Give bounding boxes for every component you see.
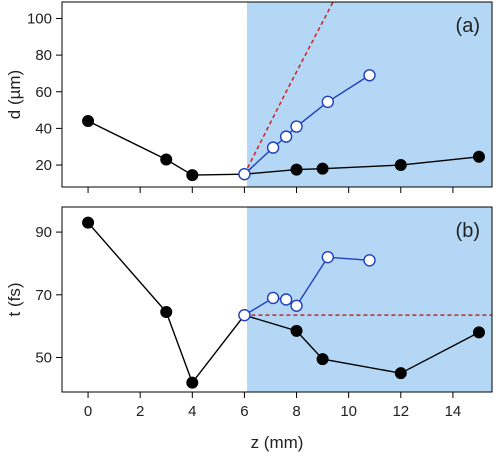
series-2-point-5 (321, 95, 335, 109)
y-axis-title: d (µm) (5, 70, 24, 119)
series-1-point-3 (186, 169, 199, 182)
series-1-point-2 (160, 153, 173, 166)
series-1-point-5 (290, 324, 303, 337)
series-2-point-2 (266, 291, 280, 305)
plot-frame (61, 206, 493, 393)
panel-label: (b) (456, 220, 480, 242)
series-1-point-8 (472, 326, 485, 339)
panel-2: 0 2 4 6 8 10 12 14 50 70 90 t (fs) (b) z (mm) (5, 206, 493, 452)
series-2-point-1 (238, 167, 251, 181)
series-1-point-1 (82, 216, 95, 229)
x-axis-title: z (mm) (251, 433, 304, 452)
x-tick-label: 6 (240, 403, 248, 420)
y-tick-label: 90 (35, 224, 52, 241)
series-1-point-6 (316, 353, 329, 366)
series-1-point-3 (186, 376, 199, 389)
series-2-point-6 (363, 254, 376, 267)
series-2-point-4 (290, 120, 303, 133)
y-tick-label: 40 (35, 120, 52, 137)
series-1-line (87, 222, 480, 385)
y-axis-title: t (fs) (5, 283, 24, 317)
plot-area (82, 216, 492, 389)
series-1-point-8 (472, 150, 485, 163)
plot-frame (61, 1, 493, 188)
y-tick-label: 50 (35, 350, 52, 367)
series-2-point-2 (266, 141, 280, 154)
y-tick-label: 60 (35, 84, 52, 101)
x-tick-label: 14 (445, 403, 462, 420)
y-tick-label: 20 (35, 157, 52, 174)
x-tick-label: 2 (136, 403, 144, 420)
series-3-line (243, 2, 334, 175)
series-2-point-5 (321, 250, 335, 264)
series-2-point-3 (279, 130, 293, 143)
series-1-point-5 (290, 163, 303, 176)
series-2-point-3 (279, 293, 293, 306)
panel-1: 20 40 60 80 100 d (µm) (a) (5, 1, 493, 193)
series-1-point-2 (160, 306, 173, 319)
series-2-point-1 (238, 308, 251, 322)
y-tick-label: 80 (35, 47, 52, 64)
x-tick-label: 4 (188, 403, 196, 420)
plot-area (82, 2, 485, 182)
series-2-line (243, 74, 370, 175)
series-1-point-7 (394, 367, 407, 380)
shaded-region (247, 2, 492, 187)
x-tick-label: 10 (340, 403, 357, 420)
y-tick-label: 70 (35, 287, 52, 304)
x-tick-label: 0 (84, 403, 92, 420)
y-tick-label: 100 (27, 10, 52, 27)
x-tick-label: 12 (392, 403, 409, 420)
series-2-point-6 (363, 69, 376, 82)
series-1-point-7 (394, 159, 407, 172)
series-2-point-4 (290, 299, 303, 312)
panel-label: (a) (456, 15, 480, 37)
series-1-point-1 (82, 115, 95, 128)
x-tick-label: 8 (292, 403, 300, 420)
series-1-point-6 (316, 162, 329, 175)
